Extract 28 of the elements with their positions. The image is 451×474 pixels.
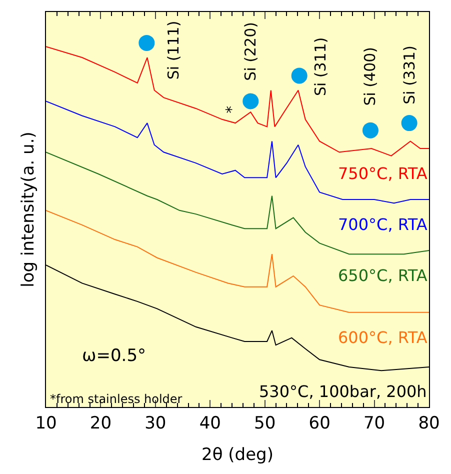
x-tick-label: 70 [363, 414, 386, 434]
series-label: 600°C, RTA [338, 328, 428, 347]
x-tick-label: 40 [199, 414, 221, 434]
point [401, 115, 418, 132]
series-label: 700°C, RTA [338, 215, 428, 234]
series-label: 530°C, 100bar, 200h [259, 382, 427, 401]
y-axis-title: log intensity(a. u.) [18, 132, 38, 288]
annotation: Si (311) [312, 37, 330, 96]
point [291, 68, 308, 84]
annotation: Si (331) [400, 46, 418, 104]
series-label: 650°C, RTA [338, 266, 428, 285]
annotation: Si (220) [241, 22, 260, 81]
annotation: Si (400) [361, 46, 380, 106]
annotation: Si (111) [164, 20, 183, 80]
point [242, 93, 259, 110]
x-tick-label: 30 [144, 414, 166, 434]
x-tick-label: 80 [418, 414, 440, 434]
x-tick-label: 20 [90, 414, 112, 434]
series-label: 750°C, RTA [338, 164, 428, 183]
x-tick-label: 50 [254, 414, 276, 434]
x-tick-label: 60 [308, 414, 330, 434]
annotation: *from stainless holder [50, 392, 182, 406]
point [362, 122, 378, 138]
annotation: * [222, 105, 240, 114]
annotation: ω=0.5° [82, 346, 146, 366]
point [138, 34, 155, 51]
x-tick-label: 10 [35, 414, 57, 434]
x-axis-title: 2θ (deg) [202, 444, 274, 465]
